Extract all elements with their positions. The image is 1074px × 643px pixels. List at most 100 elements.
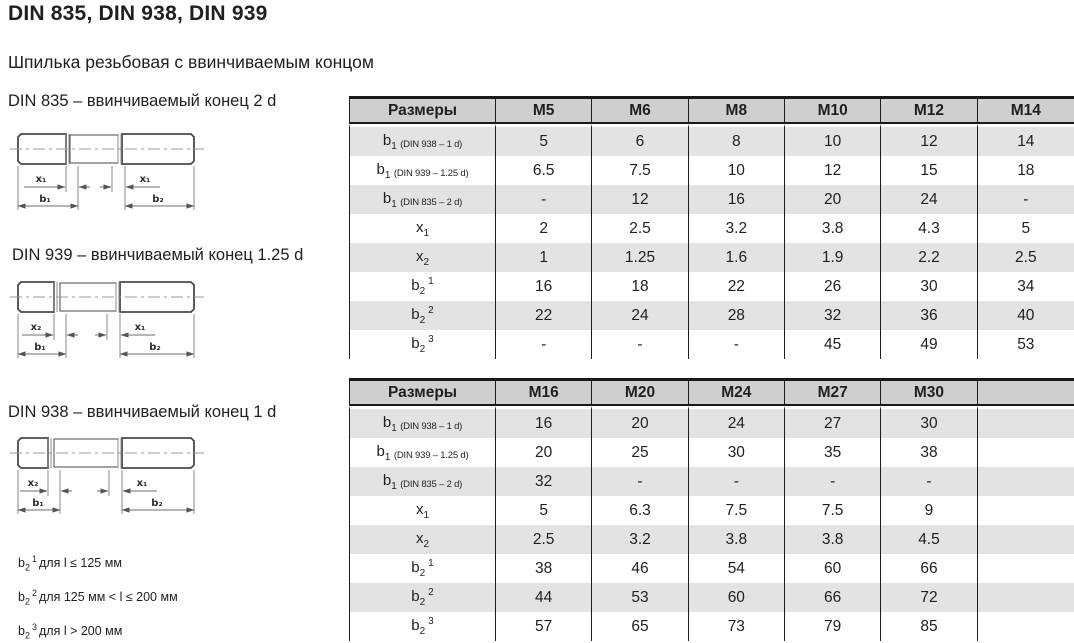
- dimension-lines: [17, 488, 195, 513]
- value-cell: 46: [592, 554, 689, 583]
- sizes-table-m5-m14: Размеры M5 M6 M8 M10 M12 M14 b1 (DIN 938 – 1 d…: [349, 96, 1074, 359]
- value-cell: 54: [688, 554, 785, 583]
- value-cell: [977, 525, 1074, 554]
- column-header: M27: [784, 378, 882, 406]
- value-cell: 38: [496, 554, 593, 583]
- value-cell: 44: [496, 583, 593, 612]
- value-cell: 2.5: [592, 214, 689, 243]
- value-cell: 36: [881, 301, 978, 330]
- table-row: x2 1 1.25 1.6 1.9 2.2 2.5: [349, 243, 1074, 272]
- value-cell: 1.25: [592, 243, 689, 272]
- value-cell: 57: [496, 612, 593, 641]
- footnote-sub: 2: [24, 630, 30, 641]
- footnote-text: для 125 мм < l ≤ 200 мм: [38, 590, 178, 605]
- footnote-sub: 2: [24, 596, 30, 607]
- value-cell: 20: [592, 406, 689, 438]
- row-label: x2: [349, 525, 496, 554]
- column-header: M12: [881, 96, 978, 124]
- value-cell: 73: [688, 612, 785, 641]
- value-cell: 1.6: [688, 243, 785, 272]
- value-cell: 34: [977, 272, 1074, 301]
- value-cell: 60: [688, 583, 785, 612]
- din835-caption: DIN 835 – ввинчиваемый конец 2 d: [8, 92, 277, 110]
- value-cell: [977, 438, 1074, 467]
- value-cell: 2.2: [881, 243, 978, 272]
- dimension-lines: [17, 332, 195, 357]
- value-cell: 26: [784, 272, 882, 301]
- table-row: b23- - -45 49 53: [349, 330, 1074, 359]
- dim-label-x-right: x₁: [137, 478, 148, 489]
- value-cell: 20: [784, 185, 882, 214]
- value-cell: 8: [688, 124, 785, 156]
- value-cell: 14: [977, 124, 1074, 156]
- dim-label-b1: b₁: [39, 194, 51, 205]
- value-cell: 18: [977, 156, 1074, 185]
- footnote-symbol: b: [18, 556, 25, 571]
- footnote-text: для l > 200 мм: [38, 624, 123, 639]
- value-cell: 2: [496, 214, 593, 243]
- table-row: b22 22 24 28 32 36 40: [349, 301, 1074, 330]
- value-cell: -: [784, 467, 882, 496]
- value-cell: -: [977, 185, 1074, 214]
- page-title: DIN 835, DIN 938, DIN 939: [8, 2, 268, 25]
- value-cell: [977, 612, 1074, 641]
- value-cell: 12: [592, 185, 689, 214]
- value-cell: 12: [784, 156, 882, 185]
- value-cell: -: [688, 330, 785, 359]
- table-row: b1 (DIN 835 – 2 d) 32- - - -: [349, 467, 1074, 496]
- value-cell: 9: [881, 496, 978, 525]
- value-cell: 4.3: [881, 214, 978, 243]
- row-label: x1: [349, 214, 496, 243]
- footnote-symbol: b: [18, 590, 25, 605]
- dim-label-x-right: x₁: [140, 174, 151, 185]
- footnote-b2-3: b23 для l > 200 мм: [18, 622, 122, 641]
- dimension-lines: [17, 184, 195, 209]
- value-cell: 27: [784, 406, 882, 438]
- sizes-table-m5-m14-wrap: Размеры M5 M6 M8 M10 M12 M14 b1 (DIN 938 – 1 d…: [349, 96, 1074, 359]
- value-cell: 5: [496, 496, 593, 525]
- dim-label-b2: b₂: [152, 194, 164, 205]
- table-row: b21 16 18 22 26 30 34: [349, 272, 1074, 301]
- dim-label-b1: b₁: [34, 342, 46, 353]
- value-cell: 85: [881, 612, 978, 641]
- value-cell: 6.3: [592, 496, 689, 525]
- value-cell: 35: [784, 438, 882, 467]
- value-cell: 32: [784, 301, 882, 330]
- value-cell: 49: [881, 330, 978, 359]
- table-row: b23 57 65 73 79 85: [349, 612, 1074, 641]
- column-header: M24: [688, 378, 785, 406]
- footnote-b2-2: b22 для 125 мм < l ≤ 200 мм: [18, 588, 178, 607]
- row-label: b1 (DIN 938 – 1 d): [349, 124, 496, 156]
- value-cell: -: [881, 467, 978, 496]
- column-header: M20: [592, 378, 689, 406]
- value-cell: 7.5: [592, 156, 689, 185]
- value-cell: 30: [881, 406, 978, 438]
- value-cell: 7.5: [784, 496, 882, 525]
- row-label: b1 (DIN 835 – 2 d): [349, 467, 496, 496]
- dim-label-x-left: x₂: [28, 478, 39, 489]
- value-cell: 3.8: [784, 214, 882, 243]
- dim-label-b2: b₂: [151, 498, 163, 509]
- value-cell: 30: [688, 438, 785, 467]
- value-cell: 20: [496, 438, 593, 467]
- column-header: Размеры: [349, 378, 496, 406]
- value-cell: 24: [881, 185, 978, 214]
- value-cell: 12: [881, 124, 978, 156]
- row-label: b21: [349, 272, 496, 301]
- dim-label-x-right: x₁: [135, 322, 146, 333]
- value-cell: 65: [592, 612, 689, 641]
- value-cell: 60: [784, 554, 882, 583]
- table-row: b21 38 46 54 60 66: [349, 554, 1074, 583]
- din939-caption: DIN 939 – ввинчиваемый конец 1.25 d: [12, 246, 304, 264]
- row-label: b21: [349, 554, 496, 583]
- value-cell: 25: [592, 438, 689, 467]
- footnote-sup: 2: [31, 588, 37, 598]
- value-cell: 6.5: [496, 156, 593, 185]
- value-cell: 18: [592, 272, 689, 301]
- table-row: b1 (DIN 938 – 1 d) 16 20 24 27 30: [349, 406, 1074, 438]
- column-header-empty: [977, 378, 1074, 406]
- table-row: b1 (DIN 835 – 2 d) -12 16 20 24-: [349, 185, 1074, 214]
- row-label: b23: [349, 612, 496, 641]
- value-cell: [977, 467, 1074, 496]
- value-cell: 16: [496, 272, 593, 301]
